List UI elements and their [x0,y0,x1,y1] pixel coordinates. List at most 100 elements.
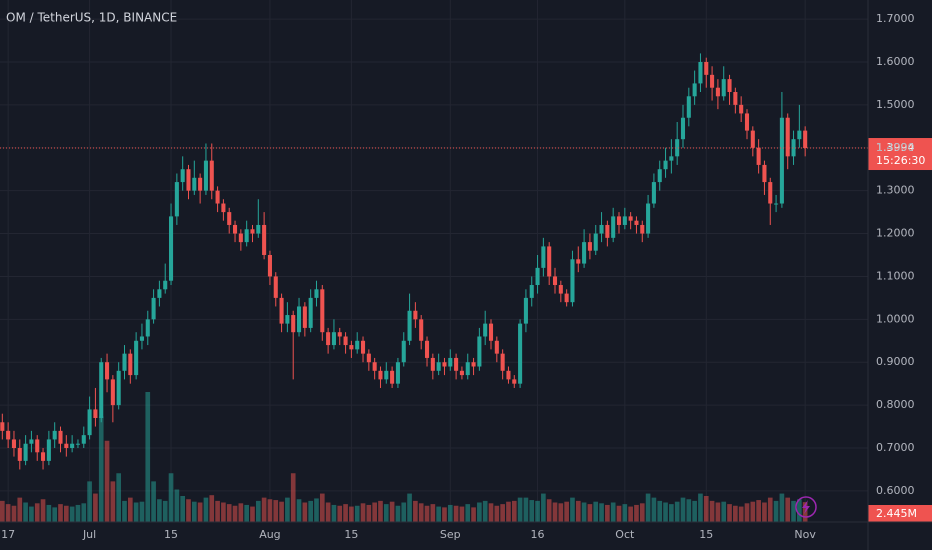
candle-body [657,169,662,183]
volume-bar [255,500,261,522]
volume-bar [756,500,761,522]
volume-bar [273,500,279,522]
candle-body [523,297,528,324]
volume-bar [372,502,377,522]
candle-body [81,435,86,444]
candle-body [366,353,371,363]
candle-body [552,276,558,286]
candle-body [669,156,674,161]
candle-body [477,336,482,367]
y-tick-label: 1.4000 [876,141,915,154]
volume-bar [226,504,232,522]
volume-bar [703,496,709,522]
candle-body [715,87,720,97]
candle-body [593,233,598,251]
candle-body [704,61,709,75]
volume-bar [738,506,744,522]
candle-body [768,182,773,204]
volume-bar [116,473,122,522]
candle-body [465,362,470,376]
candle-body [256,224,261,234]
candle-body [215,190,220,204]
candle-body [11,439,16,449]
candle-body [506,370,511,380]
volume-bar [779,493,785,522]
candle-body [651,182,656,204]
chart-title: OM / TetherUS, 1D, BINANCE [6,11,177,25]
candle-body [558,285,563,294]
candle-body [99,362,104,418]
volume-bar [488,503,494,522]
candle-body [401,340,406,363]
candle-body [721,79,726,97]
volume-bar [133,502,139,522]
volume-bar [203,497,209,522]
volume-bar [436,506,441,522]
candle-body [622,216,627,225]
volume-bar [500,504,505,522]
candle-body [512,379,517,384]
candle-body [105,362,110,380]
volume-bar [354,505,360,522]
candle-body [157,289,162,298]
x-tick-label: Aug [259,528,280,541]
volume-bar [523,497,529,522]
candle-body [762,164,767,183]
y-tick-label: 0.9000 [876,355,915,368]
candle-body [58,430,63,444]
y-tick-label: 1.5000 [876,98,915,111]
candle-body [163,280,168,290]
candle-body [250,229,255,234]
candle-body [582,242,587,264]
candle-body [139,336,144,341]
volume-bar [581,502,587,522]
volume-bar [29,506,34,522]
candle-body [349,345,354,350]
volume-bar [715,502,721,522]
x-tick-label: 15 [344,528,358,541]
volume-bar [529,500,535,522]
volume-bar [98,416,104,522]
candle-body [419,319,424,341]
candle-body [756,147,761,165]
volume-bar [727,504,732,522]
volume-bar [378,500,383,522]
candle-body [395,362,400,384]
candle-body [547,246,552,277]
candle-body [518,323,523,384]
y-tick-label: 1.0000 [876,312,915,325]
candle-body [791,139,796,157]
countdown-label: 15:26:30 [876,154,925,167]
candle-body [320,289,325,333]
volume-bar [610,502,616,522]
candle-body [448,357,453,367]
volume-bar [5,504,11,522]
volume-bar [570,497,575,522]
candle-body [0,422,5,431]
candle-body [390,370,395,384]
candle-body [70,443,75,449]
replay-icon[interactable] [795,496,817,518]
volume-bar [0,500,5,522]
candle-body [209,160,214,191]
volume-bar [168,473,174,522]
volume-bar [93,493,98,522]
candle-body [605,224,610,238]
icon-ring[interactable] [795,496,817,518]
candle-body [430,357,435,371]
candle-body [483,323,488,337]
volume-bar [343,504,348,522]
volume-bar [418,503,424,522]
candle-body [128,353,133,376]
candle-body [134,340,139,376]
x-tick-label: 17 [1,528,15,541]
candle-body [599,224,604,234]
candle-body [267,254,272,277]
candle-body [372,362,377,371]
volume-bar [471,507,476,522]
candle-body [634,220,639,225]
volume-bar [314,498,319,522]
volume-bar [180,496,186,522]
volume-bar [319,493,325,522]
icon-bolt[interactable] [802,500,810,514]
